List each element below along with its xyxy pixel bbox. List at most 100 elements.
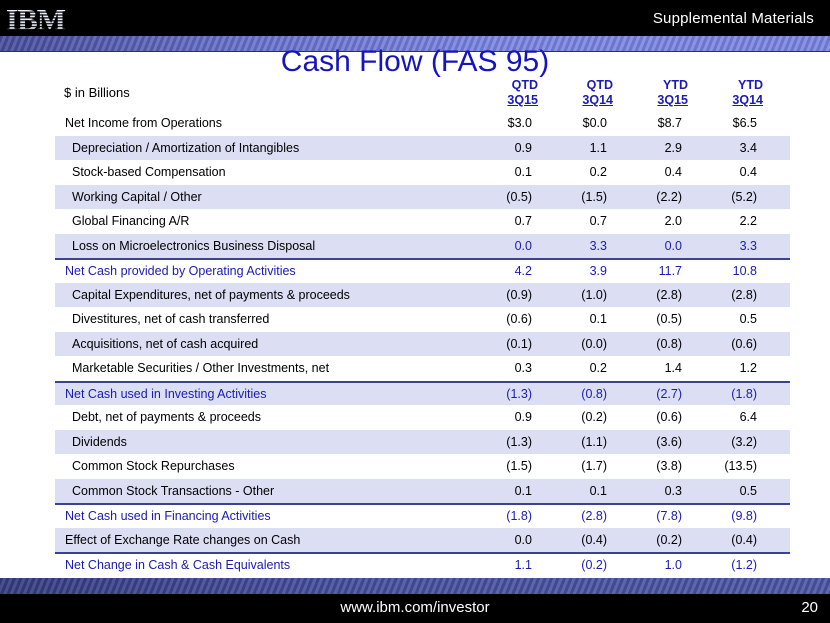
header-gradient-band <box>0 36 830 52</box>
cell-value: 10.8 <box>732 264 757 278</box>
cell-value: 3.3 <box>739 238 757 253</box>
table-row: Debt, net of payments & proceeds 0.9 (0.… <box>55 405 790 430</box>
row-label: Capital Expenditures, net of payments & … <box>72 287 350 302</box>
cell-value: (1.2) <box>731 558 757 572</box>
cell-value: 0.9 <box>514 410 532 424</box>
cell-value: (0.9) <box>506 287 532 302</box>
cell-value: 1.1 <box>514 558 532 572</box>
cell-value: (1.1) <box>581 434 607 449</box>
cell-value: (0.4) <box>581 532 607 547</box>
cell-value: (0.8) <box>656 336 682 351</box>
cell-value: 0.4 <box>739 165 757 179</box>
cell-value: $0.0 <box>582 116 607 130</box>
cell-value: 1.1 <box>589 140 607 155</box>
quarter-link[interactable]: 3Q14 <box>582 93 613 107</box>
cell-value: (2.8) <box>581 509 607 523</box>
row-label: Dividends <box>72 434 127 449</box>
row-label: Common Stock Transactions - Other <box>72 483 275 498</box>
row-label: Net Change in Cash & Cash Equivalents <box>65 558 291 572</box>
cell-value: (1.3) <box>506 386 532 401</box>
table-row: Dividends (1.3) (1.1) (3.6) (3.2) <box>55 429 790 454</box>
table-row: Stock-based Compensation 0.1 0.2 0.4 0.4 <box>55 160 790 185</box>
cell-value: (2.7) <box>656 386 682 401</box>
cell-value: $6.5 <box>732 116 757 130</box>
cell-value: (5.2) <box>731 189 757 204</box>
cell-value: 0.1 <box>514 483 532 498</box>
cell-value: 2.9 <box>664 140 682 155</box>
cell-value: 4.2 <box>514 264 532 278</box>
cell-value: (2.2) <box>656 189 682 204</box>
column-header-spacer <box>55 78 475 108</box>
period-label: QTD <box>586 78 613 92</box>
cell-value: (0.2) <box>581 558 607 572</box>
row-label: Divestitures, net of cash transferred <box>72 312 270 326</box>
cell-value: (0.4) <box>731 532 757 547</box>
ibm-logo-icon: IBM <box>6 4 67 34</box>
table-row: Acquisitions, net of cash acquired (0.1)… <box>55 331 790 356</box>
cell-value: $3.0 <box>507 116 532 130</box>
column-header-qtd-3q15: QTD 3Q15 <box>475 78 550 108</box>
cell-value: 11.7 <box>658 264 682 278</box>
cell-value: (3.6) <box>656 434 682 449</box>
table-row: Marketable Securities / Other Investment… <box>55 356 790 381</box>
cell-value: (0.0) <box>581 336 607 351</box>
cell-value: (9.8) <box>731 509 757 523</box>
cell-value: (0.2) <box>656 532 682 547</box>
row-label: Marketable Securities / Other Investment… <box>72 361 330 375</box>
cell-value: 0.2 <box>589 361 607 375</box>
cell-value: (1.5) <box>581 189 607 204</box>
row-label: Loss on Microelectronics Business Dispos… <box>72 238 316 253</box>
cell-value: (2.8) <box>731 287 757 302</box>
page-number: 20 <box>801 599 818 616</box>
units-label: $ in Billions <box>64 85 130 100</box>
cell-value: 0.0 <box>514 238 532 253</box>
investor-url-link[interactable]: www.ibm.com/investor <box>340 599 490 616</box>
row-label: Global Financing A/R <box>72 214 190 228</box>
row-label: Stock-based Compensation <box>72 165 226 179</box>
cell-value: 1.0 <box>664 558 682 572</box>
cell-value: 0.1 <box>589 312 607 326</box>
cell-value: (1.8) <box>506 509 532 523</box>
cell-value: 0.0 <box>514 532 532 547</box>
cell-value: 0.9 <box>514 140 532 155</box>
quarter-link[interactable]: 3Q15 <box>507 93 538 107</box>
cell-value: 0.1 <box>589 483 607 498</box>
cell-value: 0.7 <box>589 214 607 228</box>
row-label: Acquisitions, net of cash acquired <box>72 336 259 351</box>
column-header-ytd-3q14: YTD 3Q14 <box>700 78 775 108</box>
cell-value: (3.8) <box>656 459 682 473</box>
page-title: Cash Flow (FAS 95) <box>280 45 550 78</box>
svg-text:IBM: IBM <box>6 4 66 34</box>
quarter-link[interactable]: 3Q14 <box>732 93 763 107</box>
cell-value: (1.7) <box>581 459 607 473</box>
table-row: Net Income from Operations $3.0 $0.0 $8.… <box>55 111 790 136</box>
column-headers: QTD 3Q15 QTD 3Q14 YTD 3Q15 YTD 3Q14 <box>55 78 790 108</box>
cell-value: 2.2 <box>739 214 757 228</box>
period-label: YTD <box>663 78 688 92</box>
footer-gradient-band <box>0 578 830 594</box>
cell-value: 0.1 <box>514 165 532 179</box>
cell-value: 0.3 <box>514 361 532 375</box>
cell-value: (0.6) <box>731 336 757 351</box>
table-row: Net Cash provided by Operating Activitie… <box>55 258 790 283</box>
cell-value: (0.2) <box>581 410 607 424</box>
cell-value: (2.8) <box>656 287 682 302</box>
table-row: Net Change in Cash & Cash Equivalents 1.… <box>55 552 790 577</box>
period-label: YTD <box>738 78 763 92</box>
cell-value: (3.2) <box>731 434 757 449</box>
table-row: Loss on Microelectronics Business Dispos… <box>55 233 790 258</box>
table-row: Working Capital / Other (0.5) (1.5) (2.2… <box>55 184 790 209</box>
row-label: Depreciation / Amortization of Intangibl… <box>72 140 300 155</box>
row-label: Net Cash used in Investing Activities <box>65 386 267 401</box>
row-label: Debt, net of payments & proceeds <box>72 410 261 424</box>
cell-value: 0.0 <box>664 238 682 253</box>
cell-value: 0.3 <box>664 483 682 498</box>
cell-value: 3.9 <box>589 264 607 278</box>
cell-value: 1.2 <box>739 361 757 375</box>
table-row: Net Cash used in Financing Activities (1… <box>55 503 790 528</box>
cell-value: (0.1) <box>506 336 532 351</box>
cell-value: (7.8) <box>656 509 682 523</box>
quarter-link[interactable]: 3Q15 <box>657 93 688 107</box>
cell-value: 1.4 <box>664 361 682 375</box>
